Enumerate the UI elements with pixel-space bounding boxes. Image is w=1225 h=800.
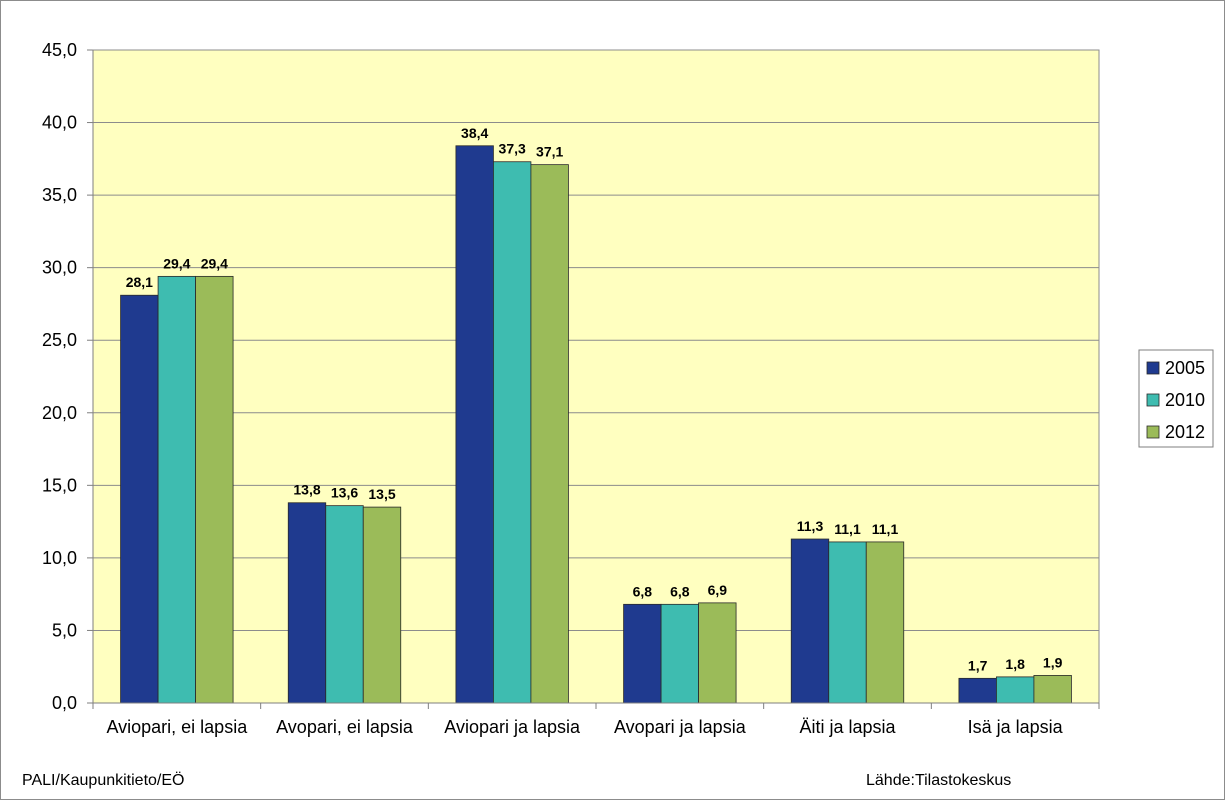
bar [698,602,737,704]
y-tick-label: 15,0 [42,475,77,495]
x-axis-categories: Aviopari, ei lapsia Avopari, ei lapsia Avi… [106,717,1063,737]
y-tick-label: 20,0 [42,403,77,423]
bar [790,538,830,704]
data-label: 37,3 [499,141,526,157]
legend-label: 2005 [1165,358,1205,378]
data-label: 1,8 [1005,656,1025,672]
bar [958,677,997,704]
bar [120,294,159,704]
data-label: 37,1 [536,144,563,160]
data-label: 28,1 [126,274,153,290]
y-axis-ticks: 0,0 5,0 10,0 15,0 20,0 25,0 30,0 35,0 40,0 45,0 [42,40,77,713]
y-tick-label: 35,0 [42,185,77,205]
x-category-label: Isä ja lapsia [968,717,1064,737]
legend: 2005 2010 2012 [1138,349,1214,448]
legend-swatch [1146,361,1160,375]
legend-label: 2010 [1165,390,1205,410]
data-label: 6,8 [633,583,653,599]
footer-source-left: PALI/Kaupunkitieto/EÖ [22,772,185,789]
bar [493,161,532,704]
data-label: 13,5 [368,486,395,502]
bar [325,505,364,704]
bar [1033,675,1072,704]
y-tick-label: 40,0 [42,113,77,133]
footer-source-right: Lähde:Tilastokeskus [866,772,1012,789]
y-tick-label: 45,0 [42,40,77,60]
data-label: 1,9 [1043,654,1063,670]
x-category-label: Aviopari, ei lapsia [106,717,248,737]
bar [362,506,402,704]
bar [996,676,1035,704]
data-label: 13,8 [293,482,320,498]
legend-label: 2012 [1165,422,1205,442]
x-category-label: Avopari ja lapsia [614,717,747,737]
data-label: 1,7 [968,657,988,673]
bar [828,541,867,704]
axes [87,49,1100,709]
data-label: 13,6 [331,485,358,501]
y-tick-label: 0,0 [52,693,77,713]
bar [157,275,196,704]
data-label: 11,1 [834,521,861,537]
y-tick-label: 10,0 [42,548,77,568]
data-label: 6,8 [670,583,690,599]
y-tick-label: 5,0 [52,620,77,640]
data-label: 11,3 [797,518,824,534]
legend-swatch [1146,425,1160,439]
bar [195,275,234,704]
data-label: 38,4 [461,125,488,141]
x-category-label: Avopari, ei lapsia [276,717,414,737]
legend-swatch [1146,393,1160,407]
plot-area [93,50,1099,703]
bar [455,145,494,704]
data-label: 29,4 [163,255,190,271]
data-labels: 28,1 29,4 29,4 13,8 13,6 13,5 38,4 37,3 37,1 6,8 6… [126,125,1063,674]
x-category-label: Aviopari ja lapsia [444,717,581,737]
data-label: 6,9 [708,582,728,598]
bar [660,603,699,704]
x-category-label: Äiti ja lapsia [799,717,896,737]
bar [287,502,327,704]
data-label: 29,4 [201,255,228,271]
data-label: 11,1 [872,521,899,537]
y-tick-label: 25,0 [42,330,77,350]
y-tick-label: 30,0 [42,258,77,278]
bar [530,164,569,704]
bar [623,603,662,704]
bar [865,541,905,704]
